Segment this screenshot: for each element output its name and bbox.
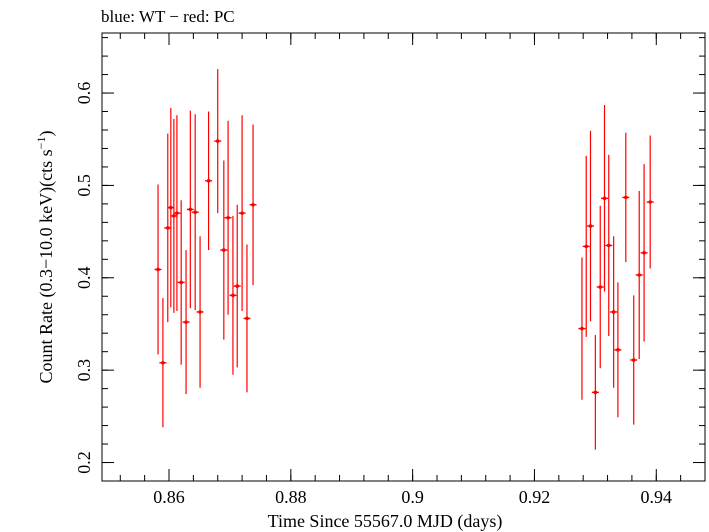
data-point	[167, 107, 175, 308]
data-point	[196, 236, 204, 388]
data-point	[205, 111, 213, 251]
point-marker	[165, 226, 170, 230]
axis-tick-labels: 0.86 0.88 0.9 0.92 0.94 0.2 0.3 0.4 0.5 0.6	[74, 82, 672, 507]
data-point	[622, 132, 630, 263]
point-marker	[637, 273, 642, 277]
data-point	[164, 133, 172, 323]
data-point	[220, 160, 228, 340]
y-tick-label: 0.5	[74, 174, 94, 197]
data-points	[154, 69, 654, 450]
point-marker	[593, 390, 598, 395]
data-point	[177, 200, 185, 365]
data-point	[582, 155, 590, 337]
data-point	[591, 335, 599, 450]
y-tick-label: 0.6	[74, 82, 94, 105]
point-marker	[156, 267, 160, 272]
point-marker	[631, 358, 636, 362]
x-tick-label: 0.9	[401, 487, 424, 507]
point-marker	[616, 348, 620, 352]
data-point	[229, 215, 237, 375]
point-marker	[206, 178, 211, 183]
point-marker	[584, 244, 589, 249]
y-axis-label-close: )	[36, 131, 57, 137]
y-axis-label-exponent: −1	[34, 137, 48, 150]
point-marker	[588, 224, 593, 228]
data-point	[191, 114, 199, 311]
x-tick-label: 0.92	[519, 487, 551, 507]
y-tick-label: 0.3	[74, 359, 94, 382]
y-axis-label: Count Rate (0.3−10.0 keV)(cts s−1)	[34, 131, 57, 384]
point-marker	[161, 360, 165, 365]
point-marker	[602, 196, 607, 201]
data-point	[614, 282, 622, 418]
y-tick-label: 0.4	[74, 267, 94, 290]
point-marker	[179, 280, 183, 285]
x-tick-label: 0.88	[275, 487, 307, 507]
point-marker	[624, 195, 628, 200]
point-marker	[240, 211, 244, 215]
data-point	[238, 115, 246, 312]
data-point	[186, 110, 194, 309]
point-marker	[184, 320, 188, 324]
data-point	[159, 298, 167, 428]
data-point	[170, 118, 178, 313]
x-tick-label: 0.94	[641, 487, 673, 507]
point-marker	[245, 316, 249, 321]
point-marker	[222, 248, 226, 252]
y-axis-label-main: Count Rate (0.3−10.0 keV)(cts s	[36, 149, 57, 383]
data-point	[578, 257, 586, 400]
data-point	[640, 164, 648, 342]
point-marker	[235, 284, 240, 288]
x-axis-label: Time Since 55567.0 MJD (days)	[268, 511, 503, 532]
point-marker	[226, 215, 230, 220]
data-point	[586, 130, 594, 322]
point-marker	[231, 293, 235, 298]
y-tick-label: 0.2	[74, 451, 94, 474]
data-point	[596, 205, 604, 369]
data-point	[635, 190, 643, 360]
data-point	[233, 204, 241, 368]
point-marker	[580, 326, 584, 331]
point-marker	[215, 139, 220, 143]
point-marker	[169, 205, 173, 210]
data-point	[646, 135, 654, 269]
data-point	[182, 250, 190, 395]
axis-ticks	[102, 33, 706, 482]
data-point	[214, 69, 222, 214]
point-marker	[172, 214, 176, 218]
point-marker	[642, 251, 646, 255]
x-tick-label: 0.86	[153, 487, 185, 507]
data-point	[630, 295, 638, 425]
point-marker	[193, 210, 197, 214]
point-marker	[175, 211, 179, 215]
data-point	[610, 236, 618, 388]
data-point	[605, 154, 613, 336]
point-marker	[598, 285, 603, 289]
point-marker	[611, 310, 616, 314]
data-point	[154, 184, 162, 355]
point-marker	[606, 243, 611, 248]
point-marker	[251, 203, 255, 207]
plot-frame	[101, 32, 706, 482]
data-point	[173, 115, 181, 312]
data-point	[601, 105, 608, 292]
point-marker	[188, 207, 193, 212]
data-point	[249, 124, 257, 286]
point-marker	[198, 310, 202, 314]
data-point	[243, 244, 251, 393]
point-marker	[648, 200, 652, 204]
data-point	[224, 120, 232, 315]
chart-title: blue: WT − red: PC	[101, 7, 235, 26]
